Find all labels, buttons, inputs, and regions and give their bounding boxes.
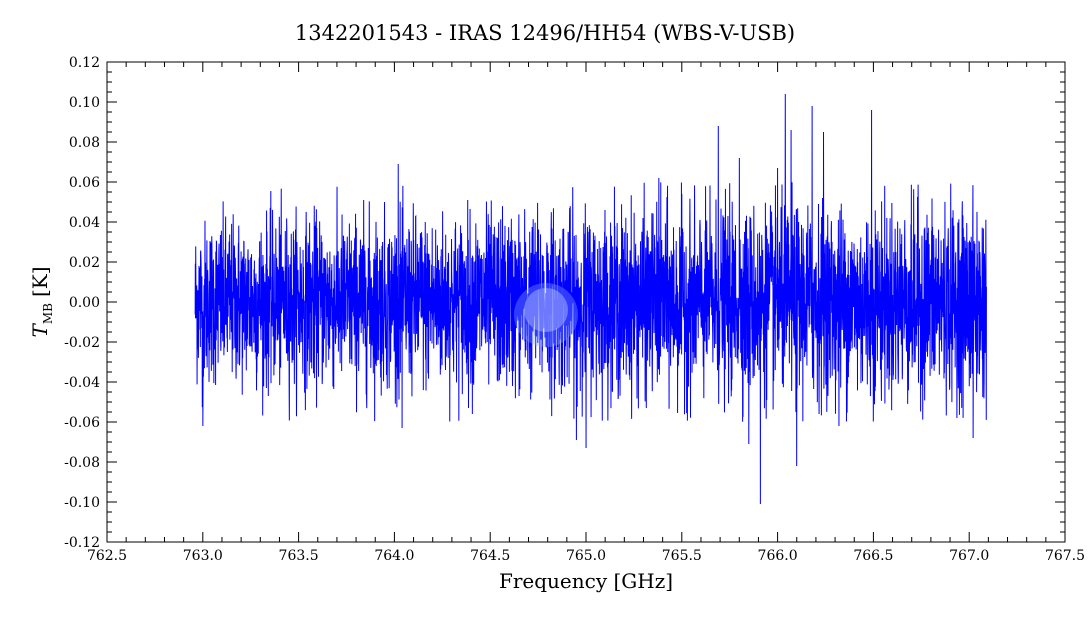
y-tick-label: 0.08 [69, 135, 100, 151]
x-tick-label: 766.0 [758, 548, 798, 564]
y-tick-label: -0.02 [64, 335, 100, 351]
spectrum-line [194, 93, 987, 505]
y-tick-label: -0.04 [64, 375, 100, 391]
y-tick-label: -0.12 [64, 535, 100, 551]
y-tick-label: 0.02 [69, 255, 100, 271]
loading-spinner-core [524, 288, 568, 332]
y-axis-label-subscript: MB [41, 303, 55, 324]
x-tick-label: 765.0 [566, 548, 606, 564]
x-tick-label: 767.0 [949, 548, 989, 564]
y-axis: -0.12 -0.10 -0.08 -0.06 -0.04 -0.02 0.00 0.02 0.… [64, 55, 1065, 551]
series-layer [194, 93, 987, 505]
x-tick-label: 764.5 [470, 548, 510, 564]
svg-text:TMB[K]: TMB [K] [28, 267, 55, 338]
y-tick-label: 0.10 [69, 95, 100, 111]
loading-spinner-glow [514, 283, 578, 347]
chart-title: 1342201543 - IRAS 12496/HH54 (WBS-V-USB) [295, 21, 795, 45]
x-tick-label: 763.0 [183, 548, 223, 564]
x-tick-label: 767.5 [1045, 548, 1085, 564]
x-tick-label: 765.5 [662, 548, 702, 564]
y-tick-label: -0.10 [64, 495, 100, 511]
x-tick-label: 763.5 [279, 548, 319, 564]
y-tick-label: -0.06 [64, 415, 100, 431]
y-tick-label: 0.04 [69, 215, 100, 231]
y-tick-label: -0.08 [64, 455, 100, 471]
y-axis-label-unit: [K] [28, 267, 52, 298]
x-tick-label: 766.5 [853, 548, 893, 564]
y-axis-label: TMB [K] [28, 267, 55, 338]
y-tick-label: 0.06 [69, 175, 100, 191]
x-axis: 762.5 763.0 763.5 764.0 764.5 765.0 765.5 766.0… [87, 62, 1085, 564]
x-tick-label: 764.0 [374, 548, 414, 564]
x-tick-label: 762.5 [87, 548, 127, 564]
x-axis-label: Frequency [GHz] [499, 569, 673, 593]
y-tick-label: 0.12 [69, 55, 100, 71]
y-tick-label: 0.00 [69, 295, 100, 311]
y-axis-label-symbol: T [28, 323, 52, 338]
